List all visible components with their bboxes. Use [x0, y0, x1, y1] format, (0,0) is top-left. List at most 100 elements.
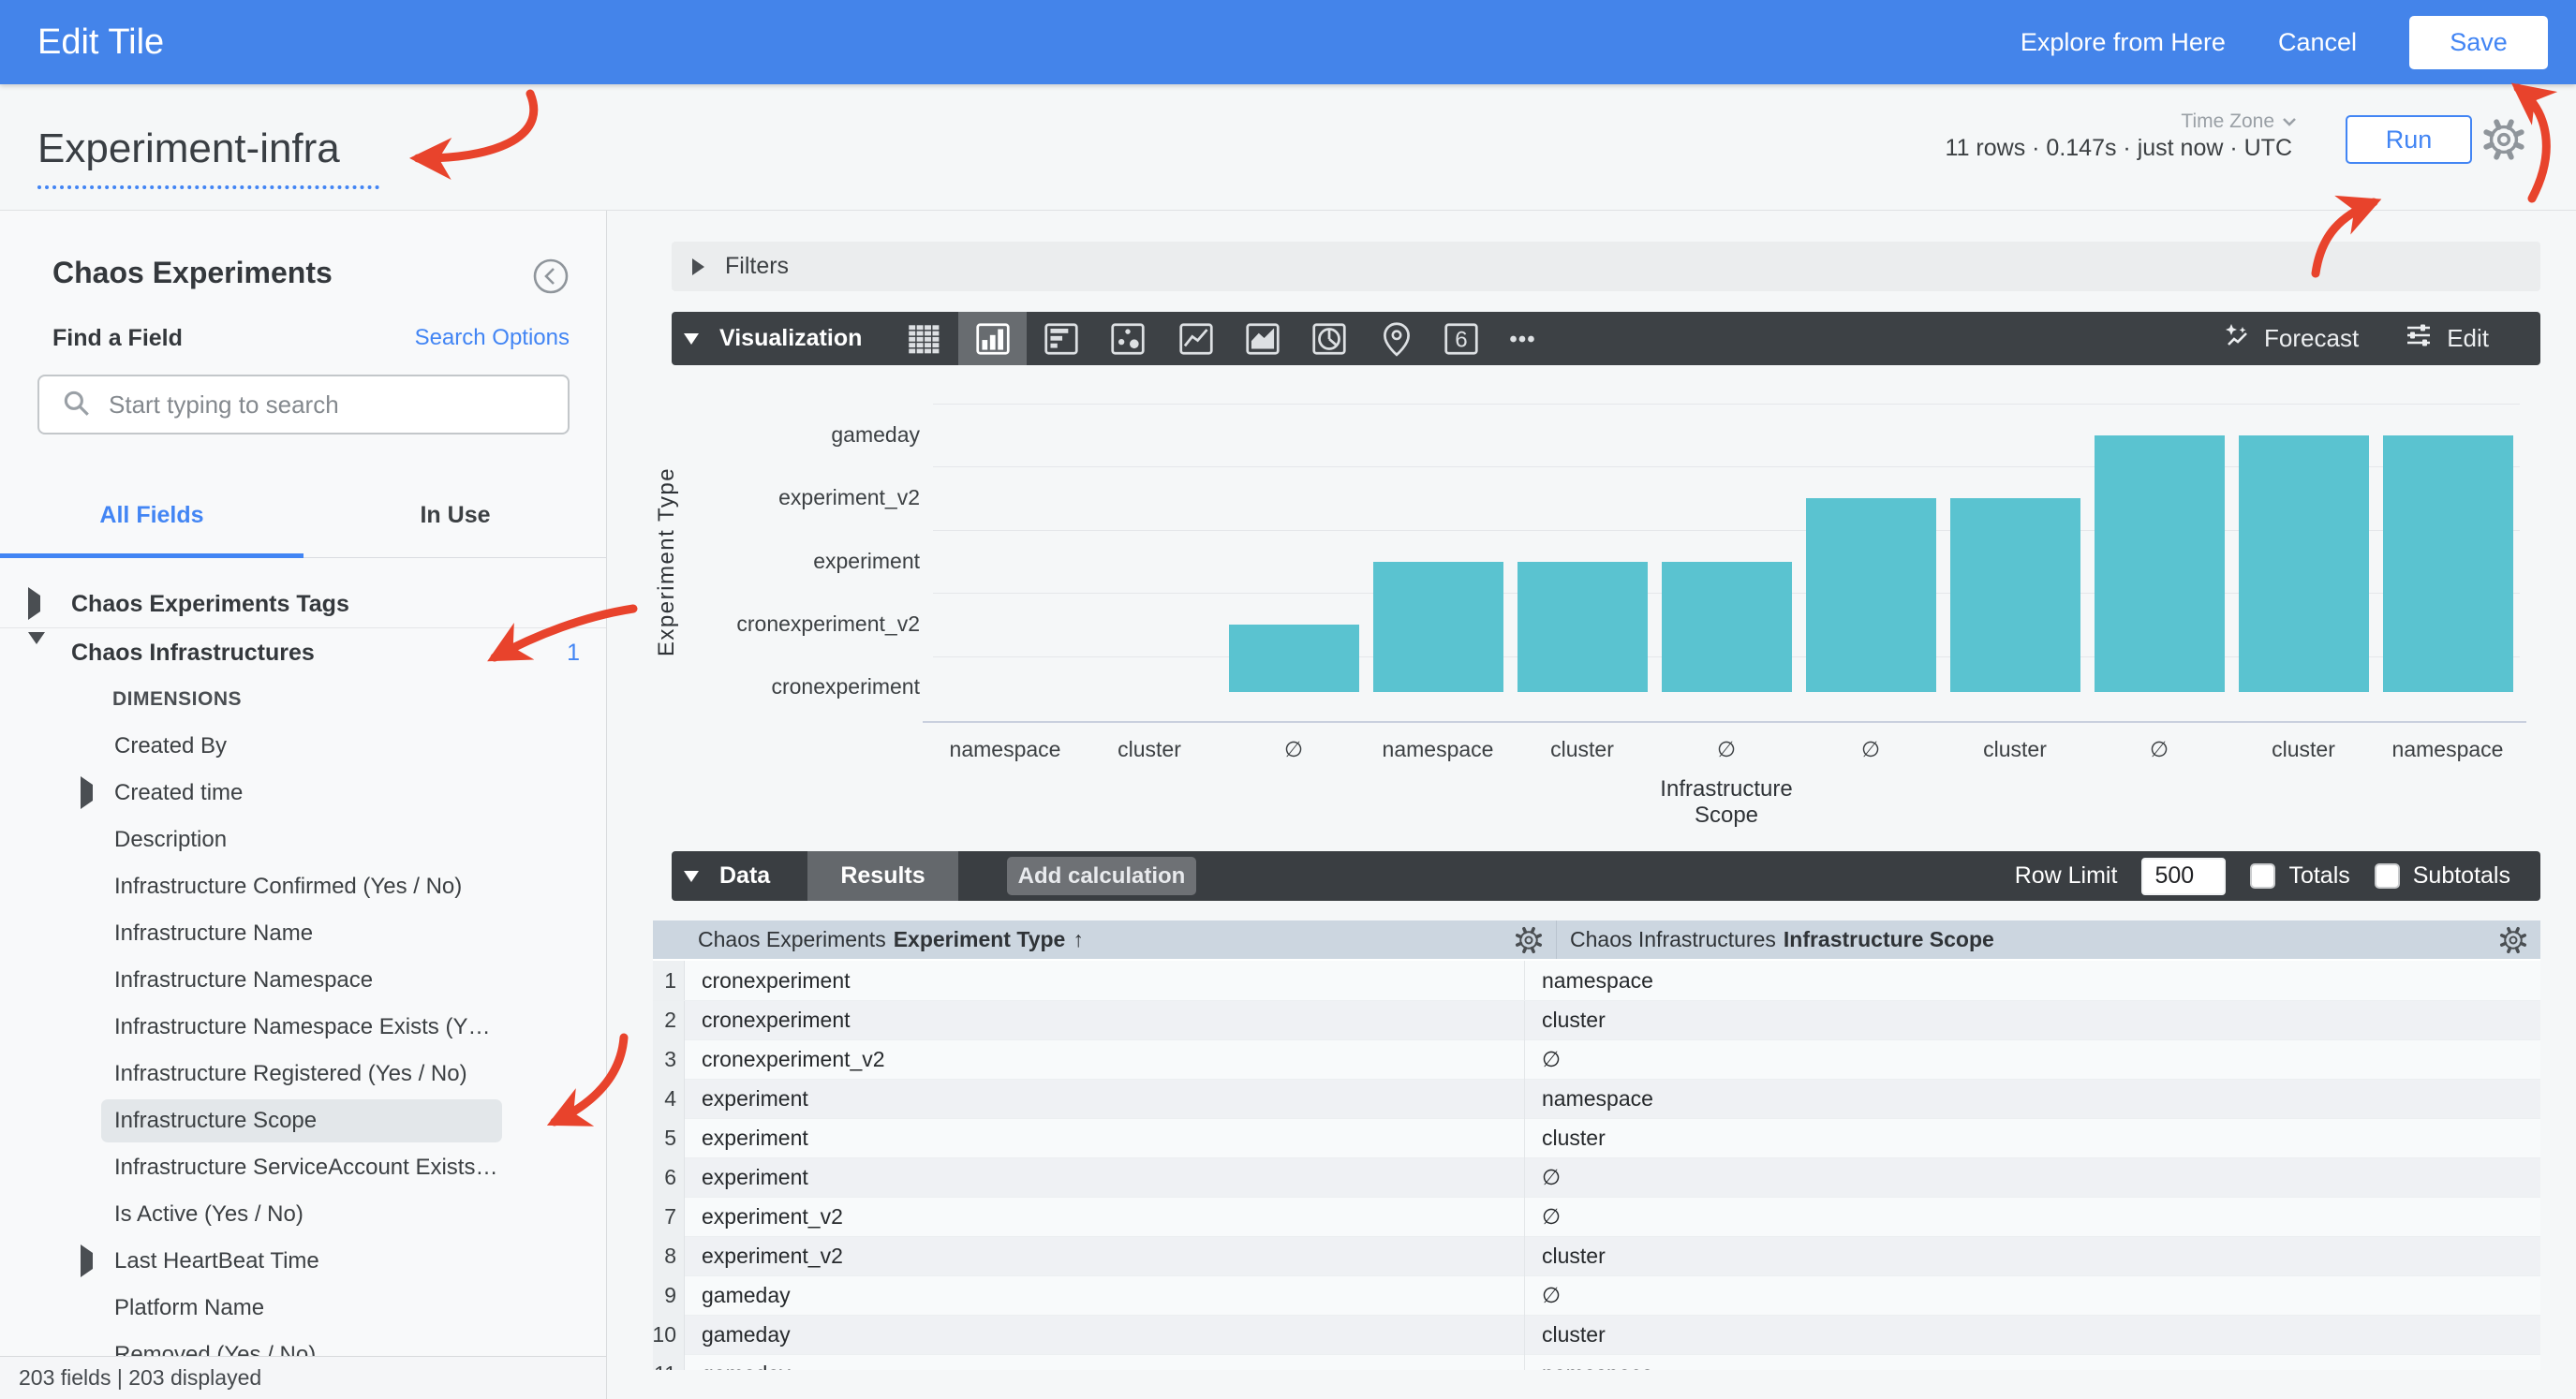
- more-options-icon[interactable]: [1503, 319, 1542, 359]
- cell-infrastructure-scope: namespace: [1542, 967, 1653, 993]
- cell-infrastructure-scope: namespace: [1525, 1355, 2540, 1370]
- sidebar-item-chaos-infrastructures[interactable]: Chaos Infrastructures 1: [0, 629, 606, 676]
- area-chart-icon[interactable]: [1243, 319, 1282, 359]
- sidebar-item-description[interactable]: Description: [0, 817, 606, 863]
- sidebar-item-infrastructure-serviceaccount-exists[interactable]: Infrastructure ServiceAccount Exists…: [0, 1144, 606, 1191]
- item-label: Description: [114, 827, 228, 852]
- add-calculation-button[interactable]: Add calculation: [1007, 857, 1196, 895]
- line-chart-icon[interactable]: [1177, 319, 1216, 359]
- sidebar-item-infrastructure-name[interactable]: Infrastructure Name: [0, 910, 606, 957]
- visualization-toggle[interactable]: Visualization: [684, 312, 862, 365]
- cell-infrastructure-scope: namespace: [1542, 1086, 1653, 1111]
- top-app-bar: Edit Tile Explore from Here Cancel Save: [0, 0, 2576, 84]
- bar-cronexperiment_v2-null[interactable]: [1228, 624, 1359, 692]
- sidebar-item-created-time[interactable]: Created time: [0, 770, 606, 817]
- cell-infrastructure-scope: cluster: [1542, 1322, 1606, 1347]
- query-stats: 11 rows · 0.147s · just now · UTC: [1945, 135, 2292, 161]
- explore-name-heading: Chaos Experiments: [52, 256, 333, 289]
- x-axis-tick-label: ∅: [1860, 737, 1881, 761]
- field-search-input[interactable]: [109, 390, 521, 420]
- bar-experiment-cluster[interactable]: [1517, 561, 1648, 692]
- data-toggle[interactable]: Data: [684, 851, 770, 901]
- row-limit-input[interactable]: [2141, 857, 2227, 895]
- cell-infrastructure-scope: cluster: [1542, 1008, 1606, 1032]
- forecast-button[interactable]: Forecast: [2221, 320, 2359, 357]
- results-tab[interactable]: Results: [807, 851, 958, 901]
- save-button[interactable]: Save: [2409, 15, 2548, 69]
- bar-gameday-cluster[interactable]: [2238, 434, 2369, 692]
- y-axis-tick-label: cronexperiment_v2: [736, 611, 920, 636]
- caret-right-icon[interactable]: [81, 776, 93, 809]
- bar-experiment_v2-null[interactable]: [1805, 498, 1936, 692]
- bar-experiment-namespace[interactable]: [1372, 561, 1503, 692]
- map-chart-icon[interactable]: [1377, 319, 1416, 359]
- cell-experiment-type: experiment: [685, 1157, 1525, 1198]
- y-axis-tick-label: gameday: [831, 421, 920, 447]
- tile-name[interactable]: Experiment-infra: [37, 125, 340, 171]
- explore-from-here-button[interactable]: Explore from Here: [2020, 27, 2226, 56]
- table-row: 3 cronexperiment_v2 ∅: [653, 1039, 2540, 1080]
- item-label: Infrastructure Namespace: [114, 967, 374, 993]
- collapse-sidebar-icon[interactable]: [532, 258, 570, 295]
- results-table: Chaos Experiments Experiment Type ↑ Chao…: [653, 920, 2540, 1370]
- totals-checkbox[interactable]: [2250, 863, 2276, 889]
- sidebar-item-dimensions[interactable]: DIMENSIONS: [0, 676, 606, 723]
- tab-in-use[interactable]: In Use: [420, 502, 491, 528]
- single-value-icon[interactable]: 6: [1442, 319, 1481, 359]
- bar-experiment_v2-cluster[interactable]: [1949, 498, 2080, 692]
- column-chart-icon[interactable]: [973, 319, 1013, 359]
- caret-right-icon[interactable]: [28, 587, 40, 620]
- y-axis-tick-label: experiment: [813, 548, 920, 573]
- item-label: Chaos Experiments Tags: [71, 590, 349, 617]
- search-options-link[interactable]: Search Options: [414, 325, 570, 350]
- sidebar-item-infrastructure-scope[interactable]: Infrastructure Scope: [0, 1097, 606, 1144]
- cell-experiment-type: gameday: [685, 1315, 1525, 1355]
- tab-all-fields[interactable]: All Fields: [99, 502, 204, 528]
- page-title: Edit Tile: [37, 22, 165, 62]
- gear-icon[interactable]: [1515, 926, 1543, 954]
- sidebar-item-is-active-yes-no[interactable]: Is Active (Yes / No): [0, 1191, 606, 1238]
- subtotals-checkbox[interactable]: [2374, 863, 2400, 889]
- caret-down-icon[interactable]: [28, 632, 45, 660]
- visualization-label: Visualization: [719, 325, 863, 351]
- caret-right-icon[interactable]: [81, 1244, 93, 1277]
- edit-visualization-button[interactable]: Edit: [2404, 320, 2489, 357]
- scatter-chart-icon[interactable]: [1108, 319, 1147, 359]
- sidebar-item-chaos-experiments-tags[interactable]: Chaos Experiments Tags: [0, 581, 606, 627]
- table-row: 5 experiment cluster: [653, 1118, 2540, 1158]
- column-header-experiment-type[interactable]: Chaos Experiments Experiment Type ↑: [685, 920, 1557, 959]
- run-button[interactable]: Run: [2346, 115, 2472, 164]
- item-label: Infrastructure Confirmed (Yes / No): [114, 874, 463, 899]
- data-label: Data: [719, 862, 771, 889]
- x-axis-tick-label: namespace: [949, 737, 1061, 761]
- table-body: 1 cronexperiment namespace 2 cronexperiment c…: [653, 961, 2540, 1370]
- sidebar-item-infrastructure-namespace-exists-y[interactable]: Infrastructure Namespace Exists (Y…: [0, 1004, 606, 1051]
- sidebar-item-platform-name[interactable]: Platform Name: [0, 1285, 606, 1332]
- sidebar-item-infrastructure-confirmed-yes-no[interactable]: Infrastructure Confirmed (Yes / No): [0, 863, 606, 910]
- filters-section-header[interactable]: Filters: [672, 242, 2540, 291]
- time-zone-dropdown[interactable]: Time Zone: [2181, 110, 2297, 133]
- sidebar-item-removed-yes-no[interactable]: Removed (Yes / No): [0, 1332, 606, 1356]
- item-label: Infrastructure Registered (Yes / No): [114, 1061, 467, 1086]
- sidebar-item-infrastructure-namespace[interactable]: Infrastructure Namespace: [0, 957, 606, 1004]
- pie-chart-icon[interactable]: [1310, 319, 1349, 359]
- gear-icon[interactable]: [2482, 118, 2525, 161]
- gear-icon[interactable]: [2499, 926, 2527, 954]
- sidebar-item-created-by[interactable]: Created By: [0, 723, 606, 770]
- field-search-box[interactable]: [37, 375, 570, 434]
- sidebar-item-last-heartbeat-time[interactable]: Last HeartBeat Time: [0, 1238, 606, 1285]
- visualization-section-header: Visualization 6 Forecast Edit: [672, 312, 2540, 365]
- bar-experiment-null[interactable]: [1661, 561, 1792, 692]
- cancel-button[interactable]: Cancel: [2277, 27, 2357, 56]
- bar-gameday-namespace[interactable]: [2382, 434, 2513, 692]
- table-chart-icon[interactable]: [904, 319, 943, 359]
- tune-sliders-icon: [2404, 320, 2434, 357]
- cell-experiment-type: experiment: [685, 1118, 1525, 1158]
- item-label: Created By: [114, 733, 228, 758]
- bar-chart-icon[interactable]: [1042, 319, 1081, 359]
- column-header-infrastructure-scope[interactable]: Chaos Infrastructures Infrastructure Sco…: [1557, 920, 2540, 959]
- chevron-down-icon: [2283, 118, 2296, 126]
- cell-infrastructure-scope: ∅: [1542, 1283, 1562, 1307]
- sidebar-item-infrastructure-registered-yes-no[interactable]: Infrastructure Registered (Yes / No): [0, 1051, 606, 1097]
- bar-gameday-null[interactable]: [2094, 434, 2225, 692]
